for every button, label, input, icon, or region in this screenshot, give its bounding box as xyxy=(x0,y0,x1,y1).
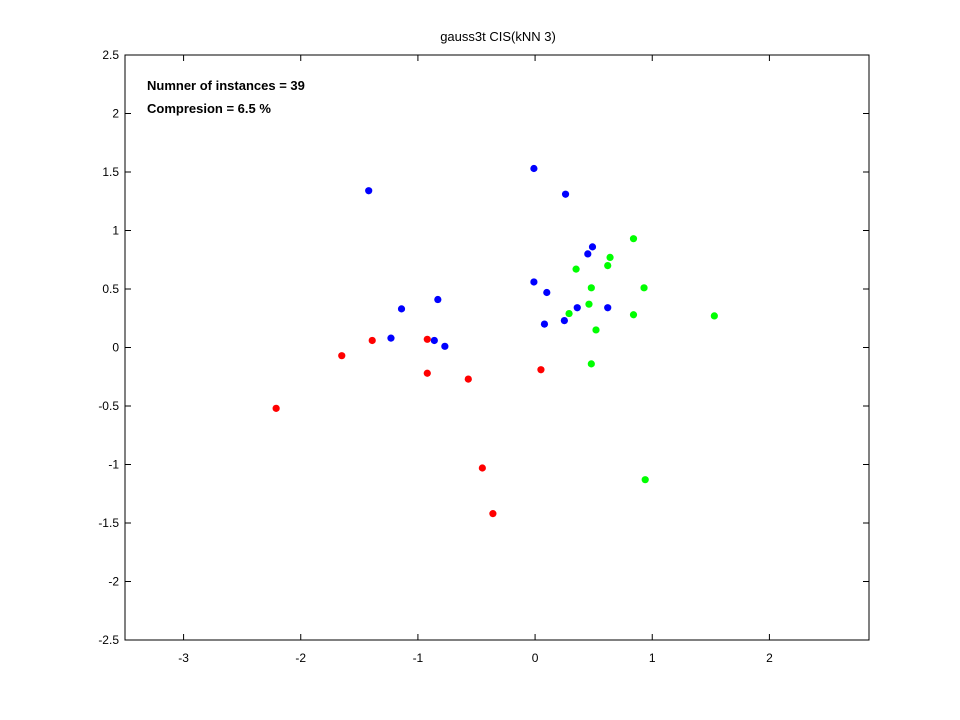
x-tick-label: 2 xyxy=(766,651,773,665)
data-point xyxy=(587,284,595,292)
y-tick-label: 2 xyxy=(112,107,119,121)
y-tick-label: -2.5 xyxy=(98,633,119,647)
x-tick-label: 0 xyxy=(532,651,539,665)
data-point xyxy=(573,304,581,312)
compression-annotation: Compresion = 6.5 % xyxy=(147,101,271,116)
x-tick-label: -1 xyxy=(413,651,424,665)
data-point xyxy=(561,190,570,198)
data-point xyxy=(565,309,573,318)
data-point xyxy=(606,253,614,262)
chart-title: gauss3t CIS(kNN 3) xyxy=(440,29,556,44)
data-point xyxy=(441,342,449,350)
data-point xyxy=(423,369,431,377)
data-point xyxy=(464,375,472,383)
data-point xyxy=(434,295,442,304)
x-tick-label: 1 xyxy=(649,651,656,665)
data-point xyxy=(489,510,497,518)
y-tick-label: 1 xyxy=(112,224,119,238)
data-point xyxy=(604,304,612,312)
data-point xyxy=(584,250,592,258)
y-tick-label: -1.5 xyxy=(98,516,119,530)
data-point xyxy=(430,336,438,345)
data-point xyxy=(710,312,718,320)
data-point xyxy=(540,320,549,328)
data-point xyxy=(587,360,595,368)
data-point xyxy=(387,334,395,342)
data-point xyxy=(585,300,593,308)
y-tick-label: -2 xyxy=(108,575,119,589)
data-point xyxy=(530,164,538,173)
data-point xyxy=(640,284,648,292)
x-tick-label: -2 xyxy=(295,651,306,665)
data-point xyxy=(368,336,376,345)
plot-area: -3 -2 -1 0 1 2 -2.5 -2 -1.5 -1 -0.5 0 0.5 1 1.5 2 2.5 xyxy=(98,48,870,665)
data-point xyxy=(592,326,600,334)
data-point xyxy=(588,243,597,251)
data-point xyxy=(397,305,406,313)
data-point xyxy=(641,476,649,484)
y-tick-label: -1 xyxy=(108,458,119,472)
y-tick-label: -0.5 xyxy=(98,399,119,413)
y-tick-label: 0 xyxy=(112,341,119,355)
data-point xyxy=(272,404,280,412)
data-point xyxy=(560,316,568,325)
data-point xyxy=(543,288,551,297)
y-tick-label: 2.5 xyxy=(102,48,119,62)
data-point xyxy=(572,265,580,273)
y-tick-label: 0.5 xyxy=(102,282,119,296)
data-point xyxy=(530,278,538,286)
data-point xyxy=(629,235,638,243)
y-tick-label: 1.5 xyxy=(102,165,119,179)
data-point xyxy=(537,366,545,374)
data-point xyxy=(604,262,612,270)
data-point xyxy=(478,464,486,472)
x-tick-label: -3 xyxy=(178,651,189,665)
data-point xyxy=(423,335,431,343)
data-point xyxy=(338,352,346,360)
data-point xyxy=(629,311,638,319)
data-point xyxy=(365,187,373,195)
instances-annotation: Numner of instances = 39 xyxy=(147,78,305,93)
